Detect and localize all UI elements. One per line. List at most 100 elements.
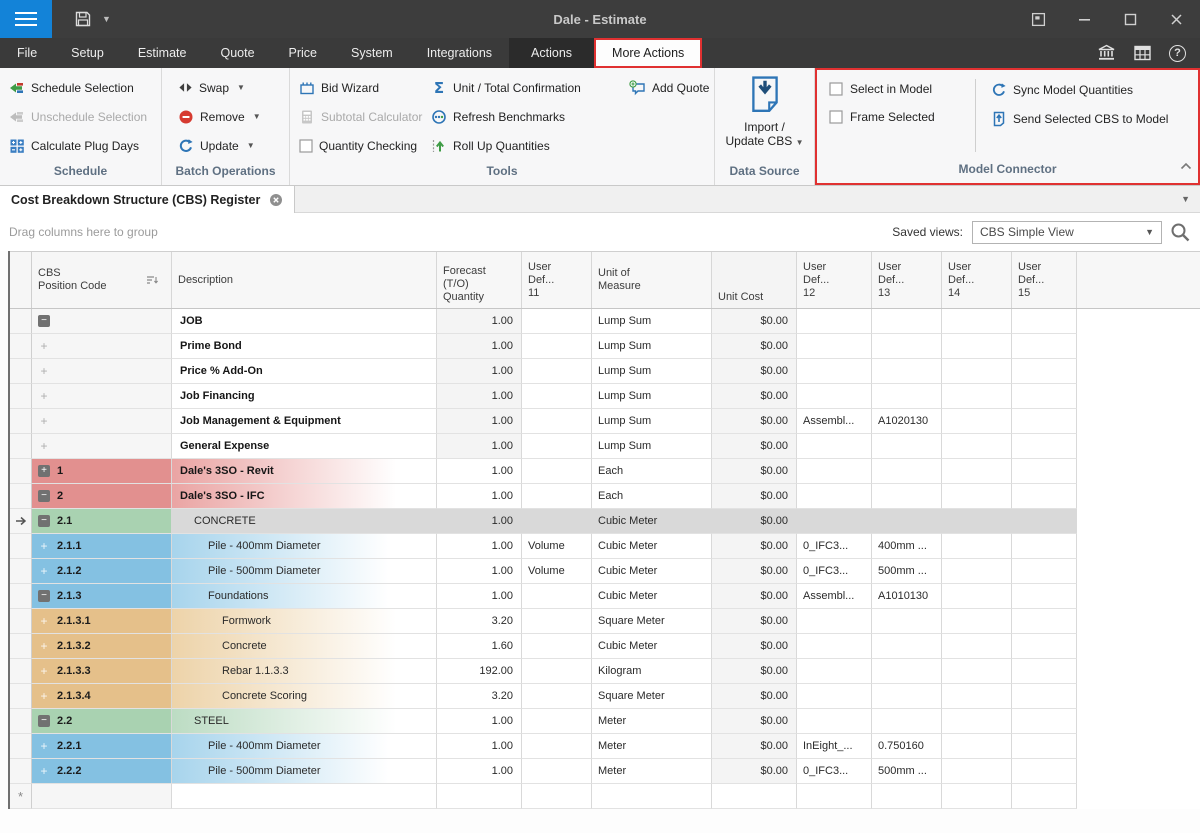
menu-setup[interactable]: Setup [54,38,121,68]
cell-unit-cost[interactable]: $0.00 [712,434,797,459]
cell-unit-of-measure[interactable]: Each [592,484,712,509]
cell-unit-cost[interactable]: $0.00 [712,584,797,609]
swap-button[interactable]: Swap ▼ [162,73,289,102]
cell-user-def-15[interactable] [1012,459,1077,484]
expand-icon[interactable]: + [38,389,50,403]
grid-row[interactable]: +2.1.3.2Concrete1.60Cubic Meter$0.00 [10,634,1200,659]
update-button[interactable]: Update ▼ [162,131,289,160]
cell-unit-of-measure[interactable]: Cubic Meter [592,634,712,659]
cell-user-def-13[interactable] [872,484,942,509]
cell-cbs-position-code[interactable]: +2.1.3.2 [32,634,172,659]
cell-user-def-15[interactable] [1012,434,1077,459]
grid-row[interactable]: −2.1CONCRETE1.00Cubic Meter$0.00 [10,509,1200,534]
grid-row[interactable]: +Price % Add-On1.00Lump Sum$0.00 [10,359,1200,384]
expand-icon[interactable]: + [38,339,50,353]
import-update-cbs-button[interactable]: Import / Update CBS ▼ [726,73,804,150]
grid-row[interactable]: +Prime Bond1.00Lump Sum$0.00 [10,334,1200,359]
maximize-button[interactable] [1122,11,1138,27]
quantity-checking-checkbox[interactable] [299,139,313,153]
grid-row[interactable]: +2.1.2Pile - 500mm Diameter1.00VolumeCub… [10,559,1200,584]
cell-user-def-11[interactable] [522,334,592,359]
cell-unit-cost[interactable]: $0.00 [712,659,797,684]
cell-user-def-13[interactable] [872,784,942,809]
cell-unit-of-measure[interactable]: Cubic Meter [592,534,712,559]
cell-user-def-12[interactable] [797,459,872,484]
row-indicator[interactable] [10,534,32,559]
unit-total-confirmation-button[interactable]: Σ Unit / Total Confirmation [422,73,620,102]
cell-user-def-12[interactable] [797,709,872,734]
cell-unit-of-measure[interactable]: Meter [592,734,712,759]
cell-description[interactable]: Pile - 500mm Diameter [172,559,437,584]
cell-forecast-quantity[interactable]: 1.00 [437,409,522,434]
cell-user-def-11[interactable] [522,309,592,334]
cell-user-def-15[interactable] [1012,359,1077,384]
cell-user-def-15[interactable] [1012,534,1077,559]
help-icon[interactable]: ? [1169,45,1186,62]
expand-icon[interactable]: + [38,439,50,453]
menu-estimate[interactable]: Estimate [121,38,204,68]
cell-unit-cost[interactable]: $0.00 [712,384,797,409]
cell-description[interactable]: Foundations [172,584,437,609]
cell-user-def-14[interactable] [942,784,1012,809]
cell-user-def-13[interactable] [872,459,942,484]
cell-user-def-14[interactable] [942,659,1012,684]
grid-row[interactable]: +2.2.1Pile - 400mm Diameter1.00Meter$0.0… [10,734,1200,759]
tab-cbs-register[interactable]: Cost Breakdown Structure (CBS) Register [0,186,295,213]
cell-unit-of-measure[interactable]: Lump Sum [592,409,712,434]
column-header-ind[interactable] [10,252,32,308]
cell-cbs-position-code[interactable]: + [32,359,172,384]
grid-row[interactable]: +Job Management & Equipment1.00Lump Sum$… [10,409,1200,434]
cell-description[interactable]: Dale's 3SO - Revit [172,459,437,484]
cell-user-def-15[interactable] [1012,409,1077,434]
cell-description[interactable]: Formwork [172,609,437,634]
cell-unit-of-measure[interactable]: Lump Sum [592,359,712,384]
cell-user-def-15[interactable] [1012,709,1077,734]
cell-user-def-11[interactable] [522,759,592,784]
library-icon[interactable] [1097,44,1116,62]
cell-user-def-13[interactable]: 500mm ... [872,759,942,784]
cell-forecast-quantity[interactable]: 192.00 [437,659,522,684]
cell-user-def-14[interactable] [942,434,1012,459]
cell-user-def-12[interactable] [797,609,872,634]
cell-cbs-position-code[interactable]: −2.2 [32,709,172,734]
cell-cbs-position-code[interactable]: +2.1.3.4 [32,684,172,709]
expand-icon[interactable]: + [38,414,50,428]
cell-user-def-12[interactable] [797,384,872,409]
cell-user-def-11[interactable]: Volume [522,534,592,559]
cell-description[interactable]: Rebar 1.1.3.3 [172,659,437,684]
grid-row[interactable]: −2.1.3Foundations1.00Cubic Meter$0.00Ass… [10,584,1200,609]
table-grid-icon[interactable] [1133,44,1152,62]
cell-forecast-quantity[interactable]: 1.00 [437,534,522,559]
cell-user-def-14[interactable] [942,534,1012,559]
cell-user-def-11[interactable] [522,659,592,684]
cell-user-def-13[interactable]: A1020130 [872,409,942,434]
cell-user-def-14[interactable] [942,759,1012,784]
cell-forecast-quantity[interactable]: 1.00 [437,459,522,484]
cell-unit-cost[interactable]: $0.00 [712,734,797,759]
grid-row[interactable]: +General Expense1.00Lump Sum$0.00 [10,434,1200,459]
cell-user-def-15[interactable] [1012,759,1077,784]
cell-user-def-15[interactable] [1012,584,1077,609]
cell-unit-cost[interactable]: $0.00 [712,334,797,359]
cell-description[interactable]: Pile - 500mm Diameter [172,759,437,784]
cell-unit-of-measure[interactable]: Lump Sum [592,309,712,334]
cell-unit-cost[interactable]: $0.00 [712,609,797,634]
cell-user-def-14[interactable] [942,509,1012,534]
expand-icon[interactable]: + [38,539,50,553]
cell-user-def-14[interactable] [942,709,1012,734]
cell-user-def-15[interactable] [1012,309,1077,334]
expand-icon[interactable]: + [38,614,50,628]
cell-unit-of-measure[interactable]: Square Meter [592,609,712,634]
column-header-udf15[interactable]: UserDef...15 [1012,252,1077,308]
cell-user-def-15[interactable] [1012,784,1077,809]
cell-user-def-12[interactable]: InEight_... [797,734,872,759]
cell-user-def-14[interactable] [942,584,1012,609]
select-in-model-toggle[interactable]: Select in Model [829,75,975,103]
unschedule-selection-button[interactable]: Unschedule Selection [0,102,161,131]
row-indicator[interactable] [10,484,32,509]
row-indicator[interactable]: * [10,784,32,809]
cell-user-def-13[interactable]: 500mm ... [872,559,942,584]
row-indicator[interactable] [10,684,32,709]
row-indicator[interactable] [10,559,32,584]
cell-user-def-11[interactable] [522,484,592,509]
